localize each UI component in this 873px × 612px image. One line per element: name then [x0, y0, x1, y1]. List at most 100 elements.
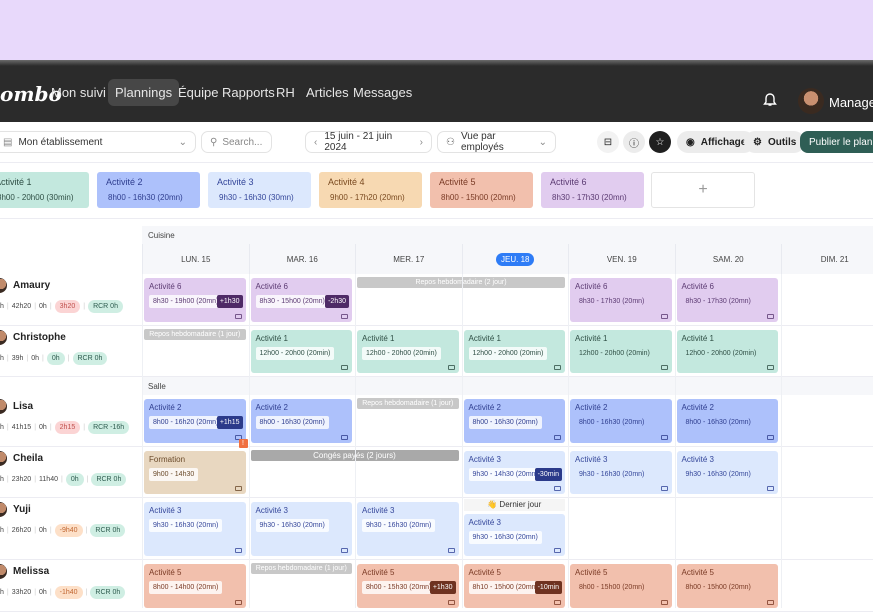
shift-template[interactable]: Activité 3 9h30 - 16h30 (30mn)	[208, 172, 311, 208]
shift-card[interactable]: Activité 3 9h30 - 16h30 (20mn)	[357, 502, 459, 556]
chevron-left-icon[interactable]: ‹	[314, 136, 318, 148]
shift-card[interactable]: Activité 6 8h30 - 15h00 (20mn) -2h30	[250, 278, 352, 322]
shift-template[interactable]: Activité 1 8h00 - 20h00 (30min)	[0, 172, 89, 208]
affichage-label: Affichage	[700, 136, 747, 148]
shift-time: 12h00 - 20h00 (20min)	[255, 347, 335, 360]
shift-template[interactable]: Activité 4 9h00 - 17h20 (20mn)	[319, 172, 422, 208]
employee-stats: h | 42h20 | 0h | 3h20 | RCR 0h	[0, 300, 123, 313]
view-select[interactable]: ⚇ Vue par employés ⌄	[437, 131, 556, 153]
bell-icon[interactable]	[763, 92, 777, 107]
template-time: 9h30 - 16h30 (30mn)	[219, 193, 294, 202]
employee-row-header[interactable]: Christophe h | 39h | 0h | 0h | RCR 0h	[0, 326, 142, 377]
avatar	[0, 330, 7, 345]
outils-button[interactable]: ⚙ Outils	[744, 131, 806, 153]
meal-icon	[767, 314, 774, 319]
shift-card[interactable]: Activité 6 8h30 - 19h00 (20mn) +1h30	[144, 278, 246, 322]
nav-mon-suivi[interactable]: Mon suivi	[51, 85, 106, 100]
shift-card[interactable]: Activité 3 9h30 - 16h30 (20mn)	[250, 502, 352, 556]
shift-card[interactable]: Activité 1 12h00 - 20h00 (20min)	[357, 330, 459, 373]
shift-card[interactable]: Activité 5 8h00 - 14h00 (20mn)	[144, 564, 246, 608]
shift-template[interactable]: Activité 5 8h00 - 15h00 (20mn)	[430, 172, 533, 208]
employee-row-header[interactable]: Amaury h | 42h20 | 0h | 3h20 | RCR 0h	[0, 274, 142, 326]
nav-messages[interactable]: Messages	[353, 85, 413, 100]
employee-stats: h | 39h | 0h | 0h | RCR 0h	[0, 352, 108, 365]
shift-card[interactable]: Activité 2 8h00 - 16h30 (20mn)	[570, 399, 672, 443]
rest-day-bar[interactable]: Repos hebdomadaire (2 jour)	[357, 277, 565, 288]
shift-card[interactable]: Activité 5 8h00 - 15h00 (20mn)	[570, 564, 672, 608]
template-time: 8h00 - 15h00 (20mn)	[441, 193, 516, 202]
row-divider	[0, 446, 873, 447]
employee-row-header[interactable]: Yuji h | 26h20 | 0h | -9h40 | RCR 0h	[0, 498, 142, 560]
shift-template[interactable]: Activité 6 8h30 - 17h30 (20mn)	[541, 172, 644, 208]
stat-value: h	[0, 355, 4, 362]
shift-card[interactable]: Activité 5 8h00 - 15h30 (20mn) +1h30	[357, 564, 459, 608]
affichage-button[interactable]: ◉ Affichage	[677, 131, 756, 153]
shift-delta-badge: -10min	[534, 581, 562, 594]
shift-card[interactable]: Activité 2 8h00 - 16h30 (20mn)	[676, 399, 778, 443]
divider: |	[49, 424, 52, 431]
shift-activity: Activité 5	[149, 568, 182, 577]
nav-rh[interactable]: RH	[276, 85, 295, 100]
shift-activity: Activité 2	[575, 403, 608, 412]
shift-card[interactable]: Activité 2 8h00 - 16h20 (20mn) +1h15	[144, 399, 246, 443]
leave-bar[interactable]: Congés payés (2 jours)	[250, 450, 459, 461]
balance-badge: 0h	[46, 352, 65, 365]
shift-card[interactable]: Activité 5 8h00 - 15h00 (20mn)	[676, 564, 778, 608]
info-icon[interactable]: ⓘ	[623, 131, 645, 153]
shift-activity: Activité 1	[468, 334, 501, 343]
shift-activity: Activité 5	[681, 568, 714, 577]
shift-card[interactable]: Activité 3 9h30 - 16h30 (20mn)	[463, 514, 565, 556]
shift-card[interactable]: Activité 1 12h00 - 20h00 (20min)	[463, 330, 565, 373]
add-template-button[interactable]: +	[651, 172, 755, 208]
star-icon[interactable]: ☆	[649, 131, 671, 153]
shift-card[interactable]: Formation 9h00 - 14h30	[144, 451, 246, 494]
shift-card[interactable]: Activité 3 9h30 - 16h30 (20mn)	[570, 451, 672, 494]
shift-time: 8h00 - 16h30 (20mn)	[579, 419, 645, 426]
shift-delta-badge: +1h30	[216, 295, 243, 308]
nav-equipe[interactable]: Équipe	[178, 85, 219, 100]
shift-card[interactable]: Activité 6 8h30 - 17h30 (20mn)	[570, 278, 672, 322]
employee-row-header[interactable]: Melissa h | 33h20 | 0h | -1h40 | RCR 0h	[0, 560, 142, 612]
warning-icon[interactable]: !	[238, 439, 248, 448]
meal-icon	[660, 435, 668, 440]
nav-rapports[interactable]: Rapports	[222, 85, 275, 100]
logo[interactable]: ombo	[0, 82, 62, 106]
shift-time: 9h00 - 14h30	[149, 468, 199, 481]
eye-icon: ◉	[686, 136, 695, 148]
search-input[interactable]: ⚲ Search...	[201, 131, 272, 153]
user-name[interactable]: Manager	[829, 95, 873, 110]
stat-value: h	[0, 476, 4, 483]
shift-time: 9h30 - 16h30 (20mn)	[149, 519, 223, 532]
publish-button[interactable]: Publier le planning	[800, 131, 873, 153]
rest-day-bar[interactable]: Repos hebdomadaire (1 jour)	[250, 563, 352, 574]
rest-day-bar[interactable]: Repos hebdomadaire (1 jour)	[144, 329, 246, 340]
stat-value: 42h20	[11, 303, 32, 310]
avatar[interactable]	[798, 88, 824, 114]
shift-card[interactable]: Activité 1 12h00 - 20h00 (20min)	[250, 330, 352, 373]
meal-icon	[341, 435, 348, 440]
meal-icon	[767, 600, 774, 605]
chevron-right-icon[interactable]: ›	[419, 136, 423, 148]
shift-card[interactable]: Activité 2 8h00 - 16h30 (20mn)	[463, 399, 565, 443]
rcr-badge: RCR 0h	[90, 524, 126, 537]
shift-card[interactable]: Activité 3 9h30 - 14h30 (20mn) -30min	[463, 451, 565, 494]
date-range-picker[interactable]: ‹ 15 juin - 21 juin 2024 ›	[305, 131, 432, 153]
employee-row-header[interactable]: Lisa h | 41h15 | 0h | 2h15 | RCR -16h	[0, 395, 142, 447]
shift-template[interactable]: Activité 2 8h00 - 16h30 (20mn)	[97, 172, 200, 208]
shift-card[interactable]: Activité 1 12h00 - 20h00 (20min)	[570, 330, 672, 373]
shift-card[interactable]: Activité 3 9h30 - 16h30 (20mn)	[144, 502, 246, 556]
rest-day-bar[interactable]: Repos hebdomadaire (1 jour)	[357, 398, 459, 409]
shift-card[interactable]: Activité 2 8h00 - 16h30 (20mn)	[250, 399, 352, 443]
inbox-icon[interactable]: ⊟	[597, 131, 619, 153]
day-header: SAM. 20	[674, 244, 781, 274]
divider: |	[86, 476, 89, 483]
shift-card[interactable]: Activité 3 9h30 - 16h30 (20mn)	[676, 451, 778, 494]
shift-card[interactable]: Activité 6 8h30 - 17h30 (20mn)	[676, 278, 778, 322]
nav-plannings[interactable]: Plannings	[108, 79, 180, 106]
shift-card[interactable]: Activité 1 12h00 - 20h00 (20min)	[676, 330, 778, 373]
employee-row-header[interactable]: Cheila h | 23h20 | 11h40 | 0h | RCR 0h	[0, 447, 142, 498]
establishment-select[interactable]: ▤ Mon établissement ⌄	[0, 131, 196, 153]
nav-articles[interactable]: Articles	[306, 85, 349, 100]
shift-delta-badge: +1h15	[216, 416, 243, 429]
shift-card[interactable]: Activité 5 8h10 - 15h00 (20mn) -10min	[463, 564, 565, 608]
